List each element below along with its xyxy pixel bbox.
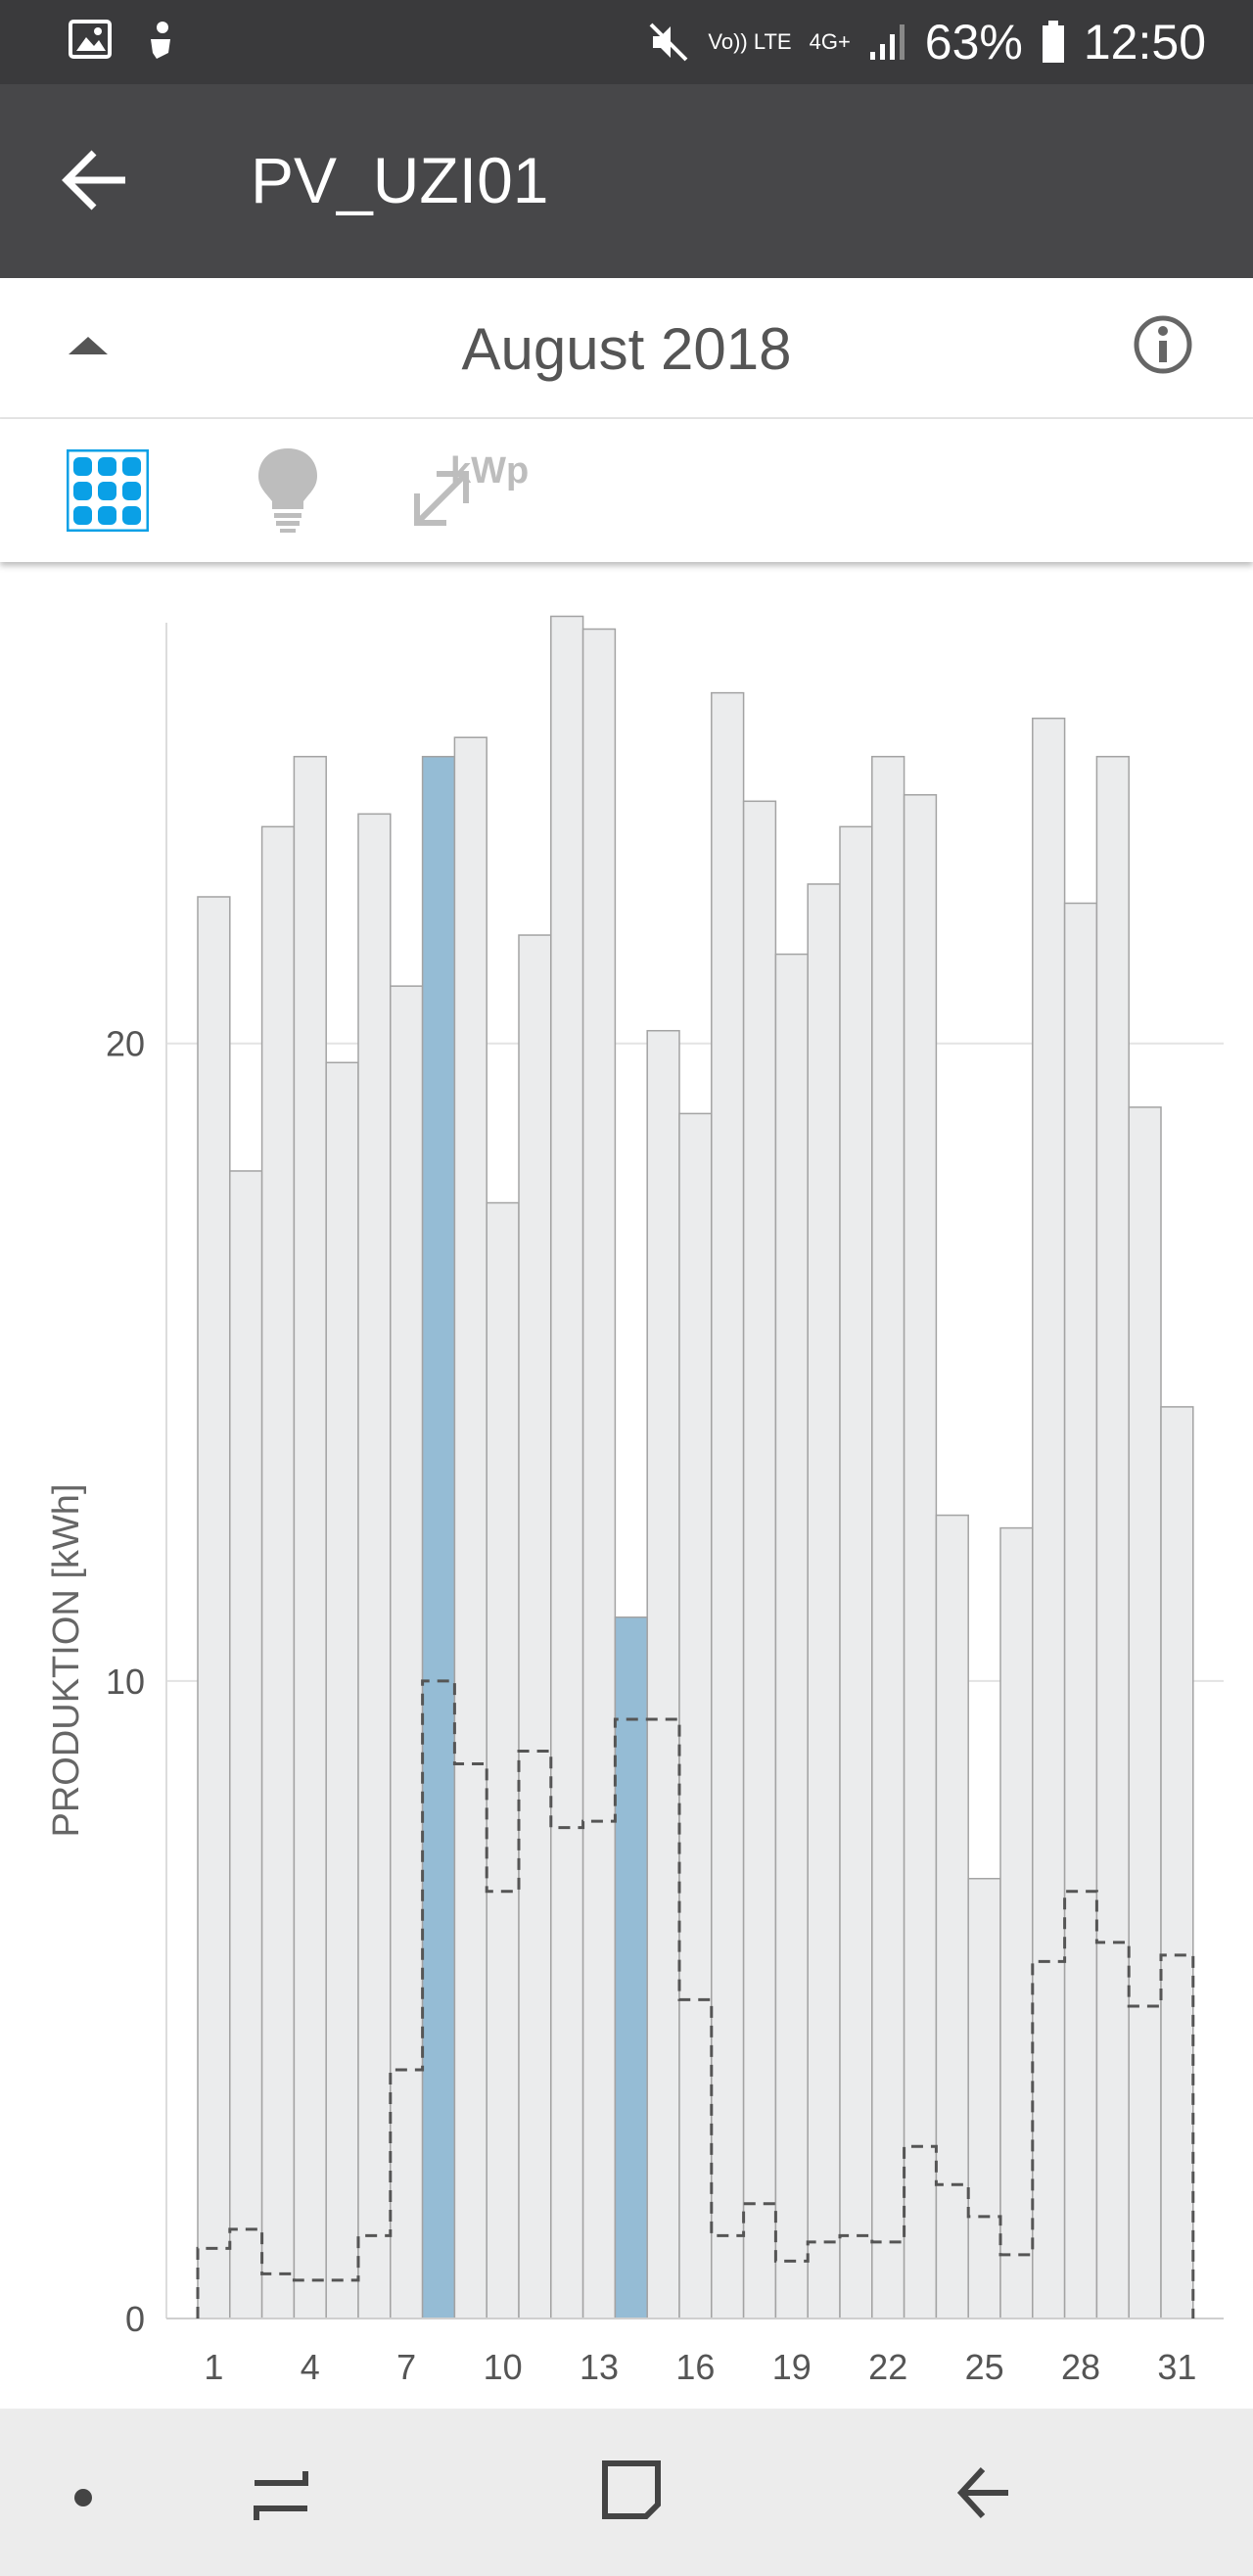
app-bar: PV_UZI01 xyxy=(0,84,1253,278)
bar-day-24 xyxy=(935,1514,969,2319)
y-tick-label: 0 xyxy=(125,2299,145,2339)
kwp-label: kWp xyxy=(450,450,530,492)
chart-svg: PRODUKTION [kWh] 0 10 20 1 4 7 10 13 16 19 22 25 28 3… xyxy=(46,615,1224,2387)
bar-day-7 xyxy=(390,985,424,2319)
bar-day-23 xyxy=(903,794,938,2319)
bar-day-1 xyxy=(197,896,231,2319)
bar-day-14 xyxy=(614,1616,648,2319)
bar-day-30 xyxy=(1128,1106,1162,2319)
bar-day-2 xyxy=(229,1170,263,2319)
bar-day-20 xyxy=(807,883,841,2319)
battery-icon xyxy=(1042,21,1064,63)
home-icon[interactable] xyxy=(599,2458,664,2522)
bar-day-29 xyxy=(1095,755,1130,2319)
volte-label: Vo)) LTE xyxy=(708,29,792,54)
bar-day-28 xyxy=(1063,902,1098,2319)
month-label[interactable]: August 2018 xyxy=(461,316,792,382)
month-bar: August 2018 xyxy=(0,278,1253,419)
x-tick-label: 7 xyxy=(396,2347,416,2387)
bar-day-18 xyxy=(742,800,777,2319)
signal-icon xyxy=(869,24,905,60)
lightbulb-icon[interactable] xyxy=(253,445,323,535)
y-tick-label: 20 xyxy=(106,1024,145,1064)
bar-day-4 xyxy=(293,755,327,2319)
bar-day-11 xyxy=(518,934,552,2319)
clock: 12:50 xyxy=(1083,15,1206,70)
bar-day-13 xyxy=(581,628,617,2319)
battery-percent: 63% xyxy=(924,15,1023,70)
bar-day-21 xyxy=(839,825,873,2319)
bar-day-12 xyxy=(550,615,584,2319)
production-chart: PRODUKTION [kWh] 0 10 20 1 4 7 10 13 16 19 22 25 28 3… xyxy=(0,566,1253,2409)
kwp-scale-button[interactable]: kWp xyxy=(409,448,536,537)
bar-day-26 xyxy=(999,1526,1034,2319)
x-tick-label: 1 xyxy=(204,2347,223,2387)
bar-day-16 xyxy=(678,1112,713,2319)
x-tick-label: 19 xyxy=(772,2347,812,2387)
image-icon xyxy=(69,20,112,59)
triangle-up-icon[interactable] xyxy=(69,337,108,354)
bar-day-19 xyxy=(774,953,809,2319)
bar-day-31 xyxy=(1160,1406,1194,2319)
y-axis-label: PRODUKTION [kWh] xyxy=(46,1483,87,1837)
bar-day-6 xyxy=(357,813,392,2319)
mute-icon xyxy=(649,23,688,62)
bar-day-8 xyxy=(421,755,456,2319)
x-tick-label: 25 xyxy=(965,2347,1004,2387)
x-tick-label: 22 xyxy=(868,2347,907,2387)
x-tick-label: 31 xyxy=(1157,2347,1196,2387)
dot-icon[interactable] xyxy=(72,2487,94,2508)
x-tick-label: 28 xyxy=(1061,2347,1100,2387)
bar-day-25 xyxy=(967,1877,1001,2319)
info-icon[interactable] xyxy=(1134,315,1192,374)
bar-day-3 xyxy=(260,825,296,2319)
recent-apps-icon[interactable] xyxy=(247,2463,315,2528)
bar-day-27 xyxy=(1032,717,1066,2319)
android-debug-icon xyxy=(151,22,170,59)
x-tick-label: 10 xyxy=(484,2347,523,2387)
bar-day-9 xyxy=(453,736,487,2319)
x-tick-label: 16 xyxy=(675,2347,715,2387)
x-tick-label: 13 xyxy=(580,2347,619,2387)
bar-day-17 xyxy=(711,691,745,2319)
bar-day-22 xyxy=(871,755,905,2319)
x-tick-label: 4 xyxy=(301,2347,320,2387)
bar-day-15 xyxy=(646,1029,680,2319)
network-label: 4G+ xyxy=(809,29,851,54)
reference-step-line xyxy=(196,1679,1195,2318)
status-bar: Vo)) LTE 4G+ 63% 12:50 xyxy=(0,0,1253,84)
view-toolbar: kWp xyxy=(0,419,1253,562)
kwp-scale-icon xyxy=(414,471,469,526)
back-arrow-icon[interactable] xyxy=(61,145,131,215)
page-title: PV_UZI01 xyxy=(251,144,549,216)
solar-panel-icon[interactable] xyxy=(67,449,149,532)
bar-day-5 xyxy=(325,1061,359,2319)
system-nav-bar xyxy=(0,2409,1253,2576)
back-nav-icon[interactable] xyxy=(951,2461,1014,2524)
bar-day-10 xyxy=(486,1201,520,2319)
y-tick-label: 10 xyxy=(106,1662,145,1702)
